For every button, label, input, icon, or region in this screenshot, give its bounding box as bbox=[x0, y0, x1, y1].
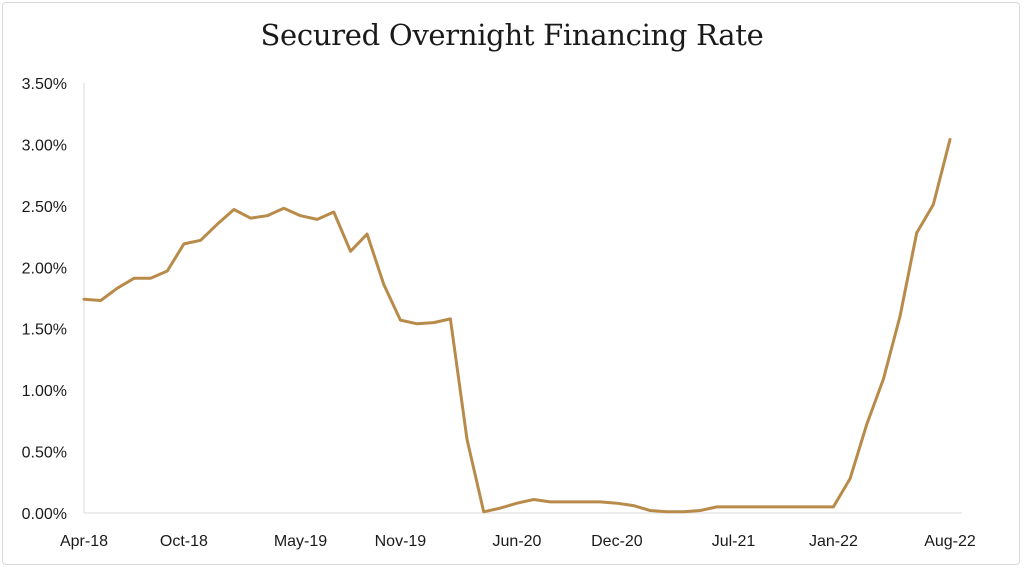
sofr-series-line bbox=[82, 138, 952, 514]
x-tick-label: Jan-22 bbox=[809, 533, 858, 550]
y-tick-label: 0.50% bbox=[22, 445, 67, 462]
y-axis-labels: 0.00% 0.50% 1.00% 1.50% 2.00% 2.50% 3.00% 3.50% bbox=[22, 76, 67, 523]
x-tick-label: Oct-18 bbox=[160, 533, 208, 550]
x-tick-label: Dec-20 bbox=[591, 533, 643, 550]
y-tick-label: 1.00% bbox=[22, 383, 67, 400]
y-tick-label: 3.00% bbox=[22, 137, 67, 154]
x-tick-label: Nov-19 bbox=[375, 533, 427, 550]
x-tick-label: Jun-20 bbox=[493, 533, 542, 550]
x-axis: Apr-18 Oct-18 May-19 Nov-19 Jun-20 Dec-20 Jul-… bbox=[60, 83, 976, 550]
y-tick-label: 1.50% bbox=[22, 322, 67, 339]
y-tick-label: 2.50% bbox=[22, 199, 67, 216]
x-tick-label: May-19 bbox=[274, 533, 327, 550]
x-tick-label: Aug-22 bbox=[924, 533, 976, 550]
chart-title: Secured Overnight Financing Rate bbox=[260, 18, 764, 52]
y-tick-label: 2.00% bbox=[22, 260, 67, 277]
x-tick-label: Apr-18 bbox=[60, 533, 108, 550]
y-tick-label: 0.00% bbox=[22, 506, 67, 523]
x-tick-label: Jul-21 bbox=[712, 533, 756, 550]
y-tick-label: 3.50% bbox=[22, 76, 67, 93]
series-layer bbox=[82, 138, 952, 514]
